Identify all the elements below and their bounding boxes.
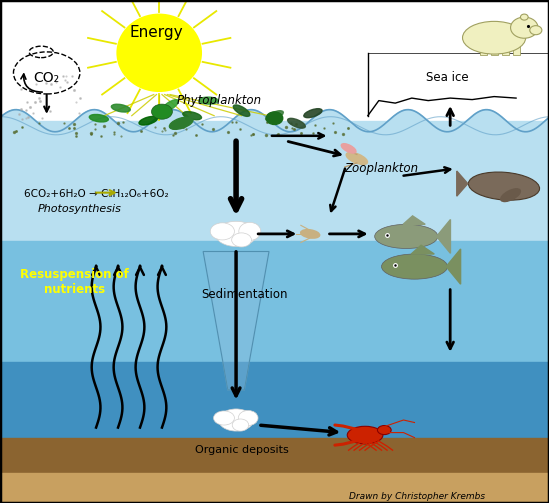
Ellipse shape: [468, 172, 540, 200]
Ellipse shape: [348, 427, 383, 444]
Text: Drawn by Christopher Krembs: Drawn by Christopher Krembs: [349, 492, 485, 501]
Ellipse shape: [162, 100, 178, 112]
Text: Resuspension of
nutrients: Resuspension of nutrients: [20, 268, 128, 296]
Ellipse shape: [152, 104, 172, 119]
Bar: [0, 473, 549, 503]
Ellipse shape: [215, 221, 257, 246]
Circle shape: [116, 14, 202, 92]
Text: Sea ice: Sea ice: [426, 71, 469, 85]
Ellipse shape: [238, 410, 258, 426]
Ellipse shape: [89, 115, 108, 122]
Polygon shape: [368, 53, 549, 116]
Ellipse shape: [232, 233, 251, 247]
Ellipse shape: [266, 112, 283, 125]
Ellipse shape: [374, 224, 438, 248]
Ellipse shape: [304, 109, 322, 118]
Bar: [0, 0, 549, 121]
Text: Zooplankton: Zooplankton: [344, 162, 419, 175]
Ellipse shape: [239, 222, 261, 240]
Ellipse shape: [170, 117, 193, 129]
Bar: [0, 121, 549, 241]
Text: Phytoplankton: Phytoplankton: [177, 94, 262, 107]
Ellipse shape: [511, 17, 538, 38]
Ellipse shape: [520, 14, 528, 20]
Polygon shape: [403, 216, 425, 224]
Ellipse shape: [346, 152, 367, 164]
Polygon shape: [203, 252, 269, 390]
Ellipse shape: [210, 223, 234, 240]
Ellipse shape: [462, 21, 526, 54]
Polygon shape: [457, 171, 468, 196]
Ellipse shape: [233, 105, 250, 116]
Text: 6CO₂+6H₂O → C₆H₁₂O₆+6O₂: 6CO₂+6H₂O → C₆H₁₂O₆+6O₂: [24, 189, 169, 199]
Polygon shape: [411, 245, 434, 254]
Bar: [502, 40, 509, 55]
Bar: [0, 438, 549, 473]
Ellipse shape: [266, 111, 283, 121]
Ellipse shape: [288, 118, 305, 128]
Text: CO₂: CO₂: [33, 71, 60, 85]
Bar: [0, 241, 549, 362]
Text: Sedimentation: Sedimentation: [201, 288, 288, 301]
Bar: [513, 40, 520, 55]
Bar: [0, 362, 549, 438]
Ellipse shape: [530, 26, 542, 35]
Text: Photosynthesis: Photosynthesis: [38, 204, 121, 214]
Ellipse shape: [219, 409, 254, 431]
Ellipse shape: [501, 189, 520, 202]
Ellipse shape: [382, 254, 447, 279]
Ellipse shape: [378, 426, 391, 435]
Ellipse shape: [199, 97, 218, 104]
Polygon shape: [436, 219, 450, 254]
Text: Organic deposits: Organic deposits: [195, 445, 288, 455]
Bar: [480, 40, 487, 55]
Bar: [491, 40, 498, 55]
Ellipse shape: [139, 116, 158, 125]
Ellipse shape: [214, 411, 234, 425]
Ellipse shape: [111, 104, 130, 112]
Ellipse shape: [232, 419, 249, 431]
Ellipse shape: [183, 112, 201, 120]
Text: Energy: Energy: [130, 25, 183, 40]
Polygon shape: [446, 249, 461, 284]
Ellipse shape: [341, 144, 356, 153]
Ellipse shape: [301, 230, 320, 238]
